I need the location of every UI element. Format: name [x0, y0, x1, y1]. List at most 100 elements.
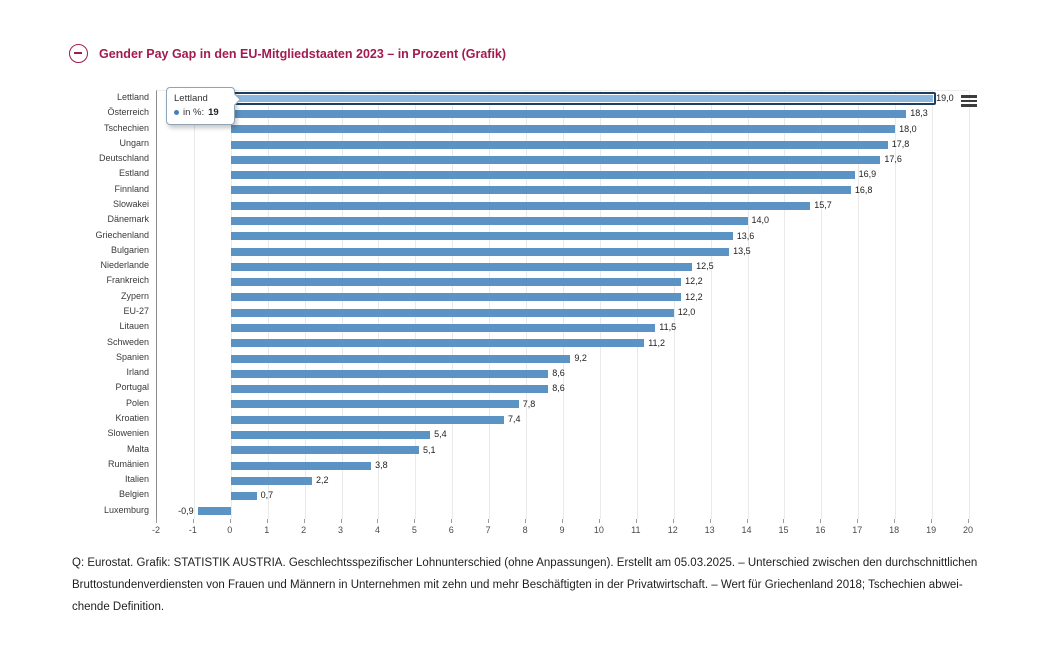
bar[interactable]: [197, 507, 231, 516]
x-tick: [562, 519, 563, 523]
x-tick: [857, 519, 859, 523]
bar[interactable]: [230, 216, 748, 225]
bar[interactable]: [230, 446, 420, 455]
x-tick-label: 0: [227, 525, 233, 535]
bar[interactable]: [230, 92, 937, 106]
x-tick-label: 20: [962, 525, 974, 535]
country-label: Spanien: [115, 351, 149, 362]
gridline: [489, 91, 491, 519]
series-bullet-icon: [174, 110, 179, 115]
x-tick: [783, 519, 785, 523]
x-tick-label: 11: [631, 525, 641, 535]
gridline: [415, 91, 417, 519]
country-label: Irland: [126, 367, 149, 378]
bar-value-label: 8,6: [552, 383, 565, 394]
collapse-button[interactable]: [69, 44, 88, 63]
x-tick-label: -1: [188, 525, 197, 535]
bar-value-label: 2,2: [316, 475, 329, 486]
country-label: Tschechien: [103, 122, 149, 133]
x-tick: [229, 519, 231, 523]
gridline: [526, 91, 528, 519]
country-label: Polen: [125, 397, 149, 408]
bar[interactable]: [230, 155, 881, 164]
bar[interactable]: [230, 461, 372, 470]
x-tick-label: 3: [338, 525, 344, 535]
bar[interactable]: [230, 247, 730, 256]
bar[interactable]: [230, 109, 907, 118]
gridline: [895, 91, 897, 519]
country-label: Lettland: [116, 92, 149, 102]
x-tick-label: 7: [485, 525, 491, 535]
country-label: Deutschland: [98, 153, 149, 164]
gridline: [858, 91, 860, 519]
country-label: Frankreich: [106, 275, 149, 286]
bar[interactable]: [230, 278, 682, 287]
bar[interactable]: [230, 186, 851, 195]
source-note: Q: Eurostat. Grafik: STATISTIK AUSTRIA. …: [72, 552, 1012, 618]
x-tick: [709, 519, 711, 523]
x-tick-label: 10: [593, 525, 604, 535]
bar-value-label: 19,0: [936, 93, 954, 103]
bar[interactable]: [230, 476, 312, 485]
bar[interactable]: [230, 140, 888, 149]
bar-value-label: 13,6: [736, 230, 755, 241]
tooltip-row: in %: 19: [174, 107, 226, 118]
bar-value-label: 7,4: [507, 414, 521, 424]
bar-value-label: 15,7: [814, 200, 832, 210]
gridline: [636, 91, 638, 519]
x-tick-label: 9: [559, 525, 565, 535]
bar[interactable]: [230, 492, 257, 501]
bar-value-label: 13,5: [733, 245, 751, 256]
country-label: Rumänien: [107, 458, 149, 469]
bar[interactable]: [230, 400, 519, 409]
country-label: Litauen: [119, 321, 149, 332]
chart-title: Gender Pay Gap in den EU-Mitgliedstaaten…: [99, 46, 507, 61]
bar-value-label: -0,9: [178, 505, 194, 516]
bar[interactable]: [230, 201, 811, 210]
x-tick-label: 6: [448, 525, 454, 535]
bar-value-label: 8,6: [552, 368, 565, 379]
x-tick-label: 8: [522, 525, 528, 535]
x-tick-label: 18: [889, 525, 900, 535]
gridline: [193, 91, 195, 519]
gridline: [673, 91, 675, 519]
bar[interactable]: [230, 339, 645, 348]
bar-value-label: 16,8: [854, 184, 873, 195]
bar[interactable]: [230, 293, 682, 302]
bar[interactable]: [230, 385, 549, 394]
country-label: Finnland: [114, 183, 149, 194]
x-tick: [672, 519, 674, 523]
x-tick: [340, 519, 342, 523]
bar[interactable]: [230, 232, 733, 241]
hamburger-line: [961, 99, 977, 103]
bar-value-label: 9,2: [574, 352, 587, 363]
gridline: [452, 91, 454, 519]
gridline: [304, 91, 306, 519]
bar[interactable]: [230, 323, 656, 332]
bar[interactable]: [230, 354, 571, 363]
country-label: Luxemburg: [103, 504, 149, 515]
country-label: Estland: [118, 168, 149, 179]
gridline: [599, 91, 601, 519]
country-label: Slowakei: [112, 199, 149, 209]
bar[interactable]: [230, 369, 549, 378]
bar[interactable]: [230, 415, 504, 424]
x-tick: [377, 519, 379, 523]
bar[interactable]: [230, 262, 693, 271]
bar-value-label: 7,8: [522, 398, 536, 409]
bar-value-label: 14,0: [751, 215, 770, 226]
gridline: [267, 91, 269, 519]
hamburger-line: [961, 95, 977, 98]
country-label: Italien: [124, 474, 149, 485]
gridline: [341, 91, 343, 519]
gridline: [230, 91, 232, 519]
hamburger-menu-icon[interactable]: [961, 95, 977, 107]
x-tick: [488, 519, 490, 523]
bar[interactable]: [230, 171, 855, 180]
bar[interactable]: [230, 125, 896, 134]
country-label: Griechenland: [95, 229, 149, 240]
bar-value-label: 5,4: [434, 429, 447, 440]
bar[interactable]: [230, 308, 674, 317]
bar-value-label: 11,5: [659, 322, 677, 333]
bar[interactable]: [230, 430, 431, 439]
